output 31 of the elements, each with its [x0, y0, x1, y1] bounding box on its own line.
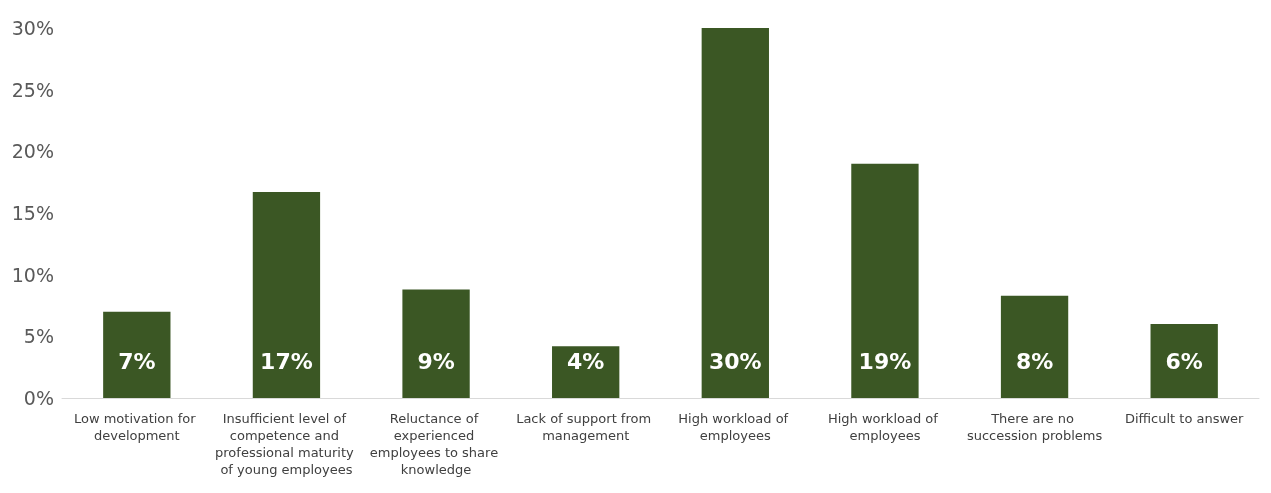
data-label: 7%: [118, 348, 156, 374]
bar: [701, 28, 769, 398]
x-tick-label: High workload of employees: [678, 411, 793, 443]
y-tick-label: 20%: [11, 140, 54, 163]
bar: [1000, 295, 1069, 398]
x-tick-label: There are no succession problems: [966, 411, 1103, 443]
x-tick-label: Low motivation for development: [73, 411, 200, 443]
y-tick-label: 30%: [11, 17, 54, 39]
x-tick-label: High workload of employees: [827, 411, 942, 443]
data-label: 30%: [708, 348, 762, 374]
data-label: 6%: [1165, 348, 1203, 374]
data-label: 9%: [417, 348, 455, 374]
bar: [552, 346, 620, 398]
data-label: 17%: [260, 348, 313, 374]
data-label: 8%: [1015, 348, 1054, 374]
y-tick-label: 15%: [11, 202, 54, 224]
x-tick-label: Difficult to answer: [1124, 411, 1245, 426]
y-tick-label: 10%: [11, 263, 54, 286]
y-tick-label: 0%: [23, 387, 54, 409]
bar: [402, 289, 470, 398]
y-tick-label: 5%: [23, 325, 54, 348]
data-label: 19%: [858, 348, 912, 374]
bar: [103, 311, 171, 398]
data-label: 4%: [567, 348, 605, 374]
bar: [851, 163, 919, 398]
bar: [1150, 324, 1218, 398]
x-tick-label: Insufficient level of competence and professional maturity of young employees: [215, 411, 358, 477]
x-tick-label: Reluctance of experienced employees to share knowledge: [369, 411, 503, 477]
bar: [252, 192, 321, 398]
x-tick-label: Lack of support from management: [516, 411, 656, 443]
y-tick-label: 25%: [11, 78, 54, 101]
